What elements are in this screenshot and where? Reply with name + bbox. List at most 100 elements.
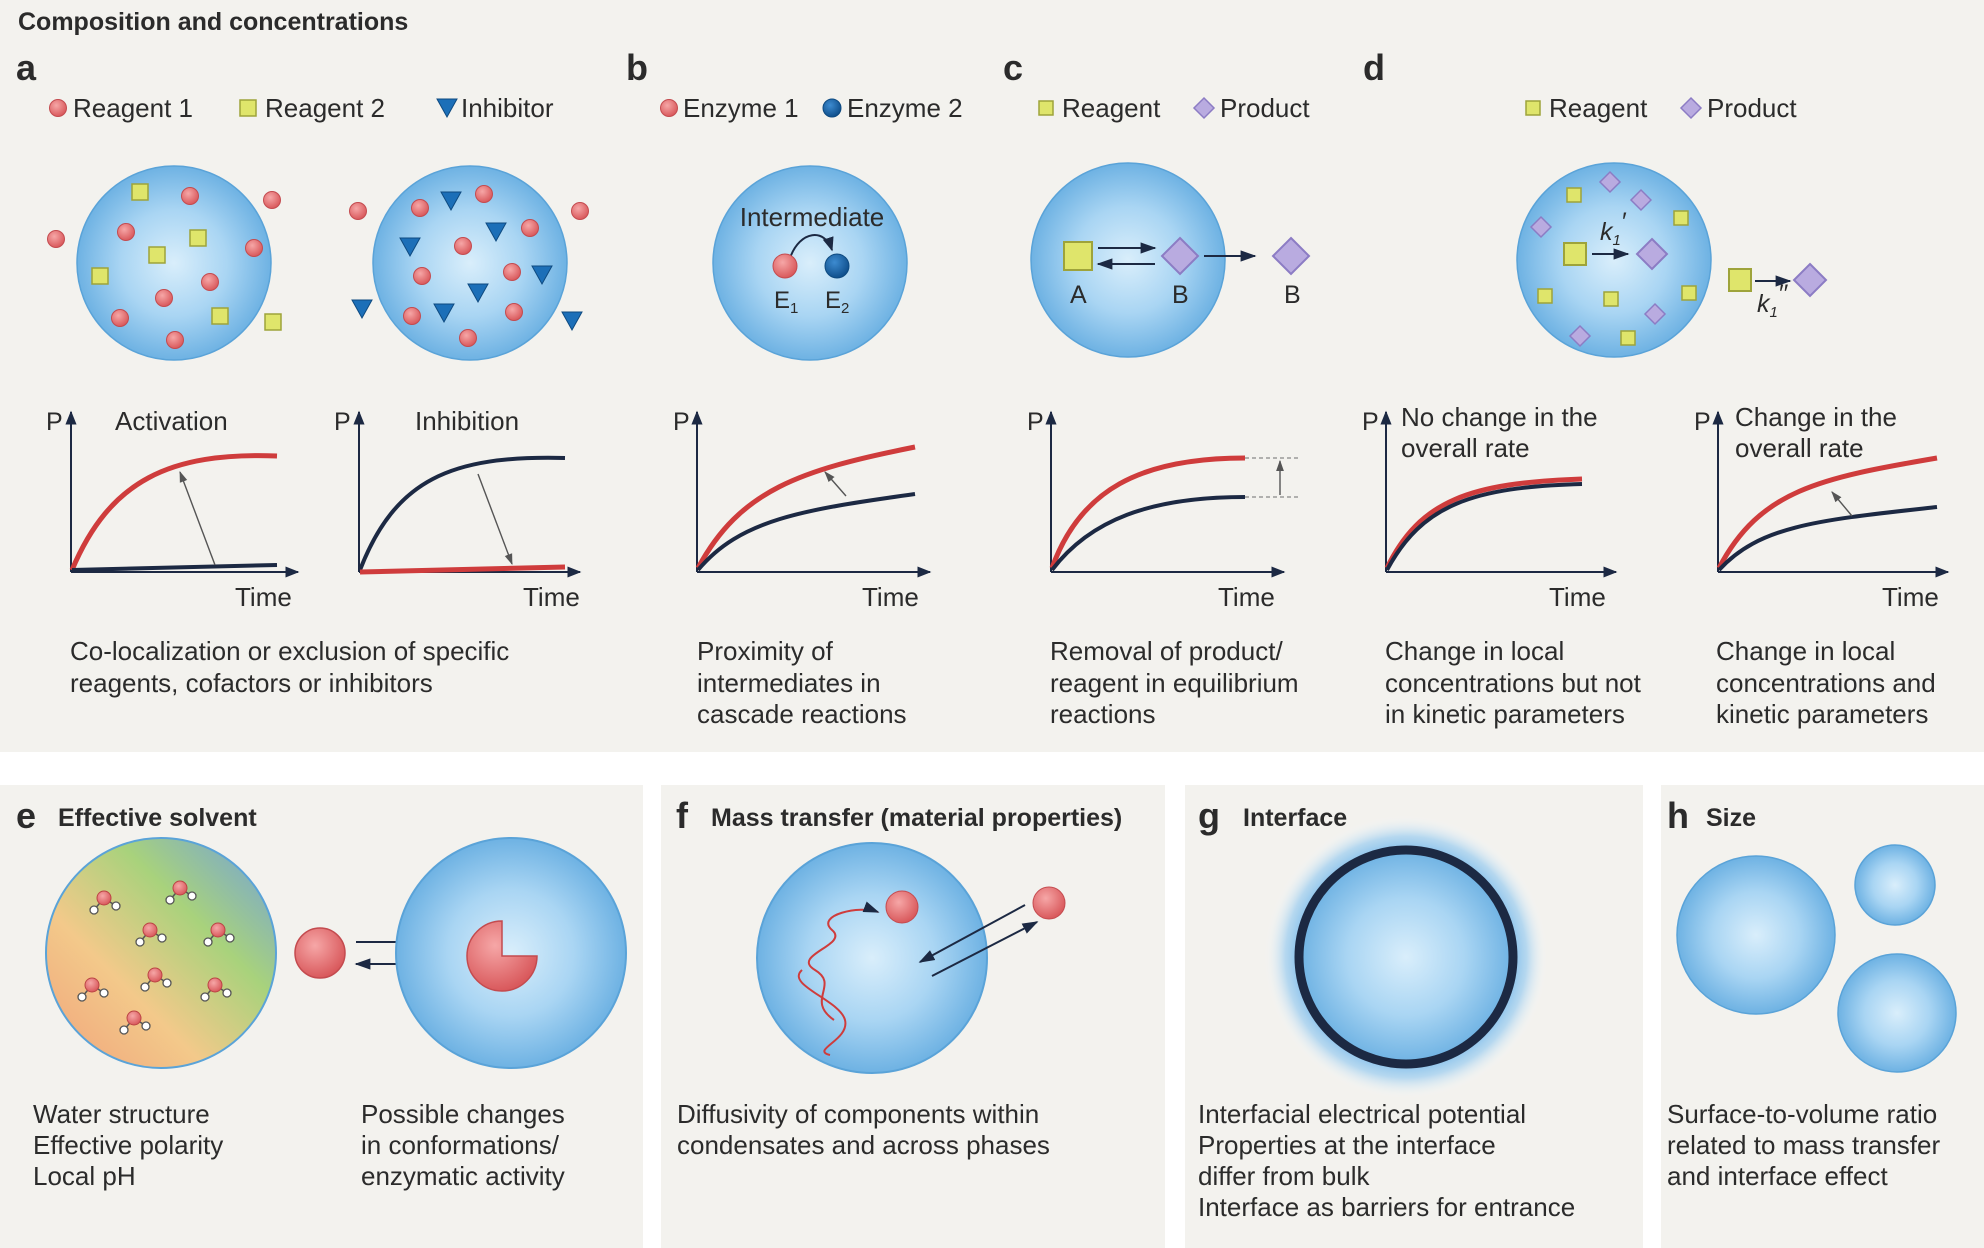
reagent-1-particle-outside — [47, 230, 65, 248]
graph-change: P Change in the overall rate Time — [1694, 402, 1950, 612]
enzyme-conformation-change — [466, 920, 538, 992]
reagent-particle-center — [1563, 242, 1587, 266]
panel-c: c Reagent Product A B B P Time Removal o… — [1003, 47, 1311, 729]
enzyme-native — [294, 927, 346, 979]
red-curve — [359, 564, 566, 575]
reagent-2-particle — [148, 246, 166, 264]
red-curve — [69, 453, 278, 571]
shift-arrow — [477, 473, 513, 566]
legend-reagent-2: Reagent 2 — [265, 93, 385, 123]
reagent-1-particle — [201, 273, 219, 291]
influx-arrow — [918, 904, 1026, 963]
panel-e-title: Effective solvent — [58, 804, 257, 832]
droplet-cascade — [712, 165, 908, 361]
label-b-outside: B — [1284, 281, 1301, 309]
e1-label: E1 — [774, 287, 798, 317]
shift-arrow — [824, 471, 847, 497]
k1-prime-label: k1′ — [1600, 208, 1627, 249]
legend-enzyme-1: Enzyme 1 — [683, 93, 799, 123]
graph-activation: P Activation Time — [46, 406, 300, 612]
diffusion-path — [807, 901, 880, 1021]
reagent-1-particle — [117, 223, 135, 241]
reagent-2-particle — [131, 183, 149, 201]
x-axis-label: Time — [862, 582, 919, 612]
panel-d-caption-1: Change in local concentrations but not i… — [1385, 636, 1648, 729]
graph-title-activation: Activation — [115, 406, 228, 436]
graph-inhibition: P Inhibition Time — [334, 406, 582, 612]
panel-e: e Effective solvent Water structure Effe… — [16, 795, 627, 1191]
reagent-particle — [1681, 285, 1697, 301]
legend-reagent: Reagent — [1549, 93, 1648, 123]
droplet-equilibrium — [1030, 162, 1226, 358]
panel-h-caption: Surface-to-volume ratio related to mass … — [1667, 1099, 1947, 1191]
intermediate-label: Intermediate — [740, 202, 885, 232]
panel-g-letter: g — [1198, 795, 1220, 836]
x-axis-label: Time — [1882, 582, 1939, 612]
enzyme-1 — [772, 253, 798, 279]
panel-a-letter: a — [16, 47, 37, 88]
y-axis-label: P — [1362, 408, 1379, 436]
reagent-1-particle-outside — [571, 202, 589, 220]
product-particle-center — [1635, 237, 1669, 271]
droplet-diffusion — [756, 842, 988, 1074]
panel-b-caption: Proximity of intermediates in cascade re… — [697, 636, 907, 729]
navy-curve — [1385, 482, 1583, 571]
diffusion-path-tail — [798, 969, 847, 1056]
panel-g: g Interface Interfacial electrical poten… — [1198, 795, 1575, 1222]
panel-f-title: Mass transfer (material properties) — [711, 804, 1122, 832]
y-axis-label: P — [1027, 408, 1044, 436]
reagent-legend-icon — [1038, 100, 1054, 116]
reagent-2-particle — [91, 267, 109, 285]
legend-enzyme-2: Enzyme 2 — [847, 93, 963, 123]
panel-b-letter: b — [626, 47, 648, 88]
panel-d-letter: d — [1363, 47, 1385, 88]
reagent-2-particle — [211, 307, 229, 325]
panel-e-caption-right: Possible changes in conformations/ enzym… — [361, 1099, 572, 1191]
label-a: A — [1070, 281, 1087, 309]
x-axis-label: Time — [1549, 582, 1606, 612]
reagent-1-particle — [413, 267, 431, 285]
section-title: Composition and concentrations — [18, 8, 408, 36]
reagent-1-particle — [503, 263, 521, 281]
reagent-1-particle — [459, 329, 477, 347]
legend-product: Product — [1707, 93, 1797, 123]
reagent-1-particle — [245, 239, 263, 257]
graph-proximity: P Time — [673, 408, 932, 612]
shift-arrow — [179, 470, 216, 566]
reagent-particle — [1537, 288, 1553, 304]
top-panel-background — [0, 0, 1984, 752]
reagent-1-particle — [454, 237, 472, 255]
intermediate-arrow — [789, 234, 834, 259]
reagent-1-particle — [411, 199, 429, 217]
y-axis-label: P — [334, 408, 351, 436]
red-curve — [1049, 455, 1246, 569]
y-axis-label: P — [46, 408, 63, 436]
graph-title-change: Change in the overall rate — [1735, 402, 1904, 463]
navy-curve — [71, 563, 278, 572]
panel-h: h Size Surface-to-volume ratio related t… — [1667, 795, 1957, 1191]
navy-curve — [696, 492, 916, 572]
panel-e-caption-left: Water structure Effective polarity Local… — [33, 1099, 231, 1191]
x-axis-label: Time — [235, 582, 292, 612]
outside-particle — [1032, 886, 1066, 920]
panel-f-letter: f — [676, 795, 689, 836]
reagent-particle — [1603, 291, 1619, 307]
panel-f: f Mass transfer (material properties) Di… — [676, 795, 1122, 1160]
reagent-1-legend-icon — [49, 99, 67, 117]
reagent-outside — [1728, 268, 1752, 292]
panel-b: b Enzyme 1 Enzyme 2 Intermediate E1 E2 P… — [626, 47, 963, 729]
graph-no-change: P No change in the overall rate Time — [1362, 402, 1618, 612]
reagent-2-legend-icon — [239, 99, 257, 117]
reagent-particle — [1620, 330, 1636, 346]
reagent-1-particle — [505, 303, 523, 321]
reagent-particle — [1673, 210, 1689, 226]
panel-h-title: Size — [1706, 804, 1756, 832]
panel-a: a Reagent 1 Reagent 2 Inhibitor — [16, 47, 589, 698]
k1-double-prime-label: k1′′ — [1757, 280, 1789, 321]
graph-title-inhibition: Inhibition — [415, 406, 519, 436]
droplet-small — [1854, 844, 1936, 926]
reagent-particle — [1566, 187, 1582, 203]
legend-inhibitor: Inhibitor — [461, 93, 554, 123]
y-axis-label: P — [673, 408, 690, 436]
